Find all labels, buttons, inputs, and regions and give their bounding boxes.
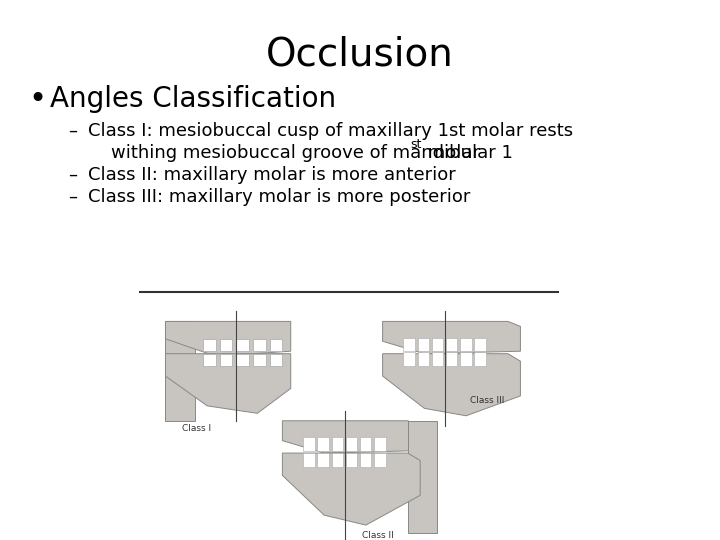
Text: molar: molar — [422, 144, 480, 162]
Bar — [332, 453, 343, 467]
Bar — [474, 353, 486, 366]
Polygon shape — [166, 321, 291, 356]
Bar — [460, 353, 472, 366]
Text: st: st — [410, 138, 421, 151]
Bar — [236, 354, 249, 366]
Text: –: – — [68, 188, 77, 206]
Bar — [203, 339, 215, 351]
Text: –: – — [68, 122, 77, 140]
Bar — [270, 354, 282, 366]
Bar — [360, 453, 372, 467]
Text: withing mesiobuccal groove of mandibular 1: withing mesiobuccal groove of mandibular… — [88, 144, 513, 162]
Bar — [253, 354, 266, 366]
Bar — [303, 437, 315, 450]
Text: •: • — [28, 85, 46, 114]
Bar — [203, 354, 215, 366]
Text: Class I: Class I — [182, 424, 211, 433]
Bar — [374, 453, 385, 467]
Polygon shape — [166, 354, 291, 413]
Bar — [253, 339, 266, 351]
Bar — [474, 338, 486, 351]
Polygon shape — [166, 321, 194, 421]
Bar — [303, 453, 315, 467]
Text: Class II: Class II — [361, 530, 393, 539]
Bar — [360, 437, 372, 450]
Bar — [318, 437, 329, 450]
Bar — [418, 353, 429, 366]
Bar — [346, 437, 357, 450]
Text: Class II: maxillary molar is more anterior: Class II: maxillary molar is more anteri… — [88, 166, 456, 184]
Polygon shape — [408, 421, 437, 532]
Bar — [270, 339, 282, 351]
Bar — [403, 353, 415, 366]
Bar — [374, 437, 385, 450]
Bar — [403, 338, 415, 351]
Text: Class III: maxillary molar is more posterior: Class III: maxillary molar is more poste… — [88, 188, 470, 206]
Bar — [346, 453, 357, 467]
Bar — [220, 339, 233, 351]
Text: Occlusion: Occlusion — [266, 35, 454, 73]
Bar — [446, 338, 457, 351]
Bar — [318, 453, 329, 467]
Bar — [432, 353, 443, 366]
Bar — [236, 339, 249, 351]
Polygon shape — [282, 421, 420, 453]
Bar — [418, 338, 429, 351]
Text: Class III: Class III — [470, 396, 505, 406]
Bar — [332, 437, 343, 450]
Bar — [220, 354, 233, 366]
Bar — [446, 353, 457, 366]
Polygon shape — [382, 321, 521, 354]
Polygon shape — [282, 453, 420, 525]
Text: Angles Classification: Angles Classification — [50, 85, 336, 113]
Text: Class I: mesiobuccal cusp of maxillary 1st molar rests: Class I: mesiobuccal cusp of maxillary 1… — [88, 122, 573, 140]
Polygon shape — [382, 354, 521, 416]
Bar — [432, 338, 443, 351]
Text: –: – — [68, 166, 77, 184]
Bar — [460, 338, 472, 351]
